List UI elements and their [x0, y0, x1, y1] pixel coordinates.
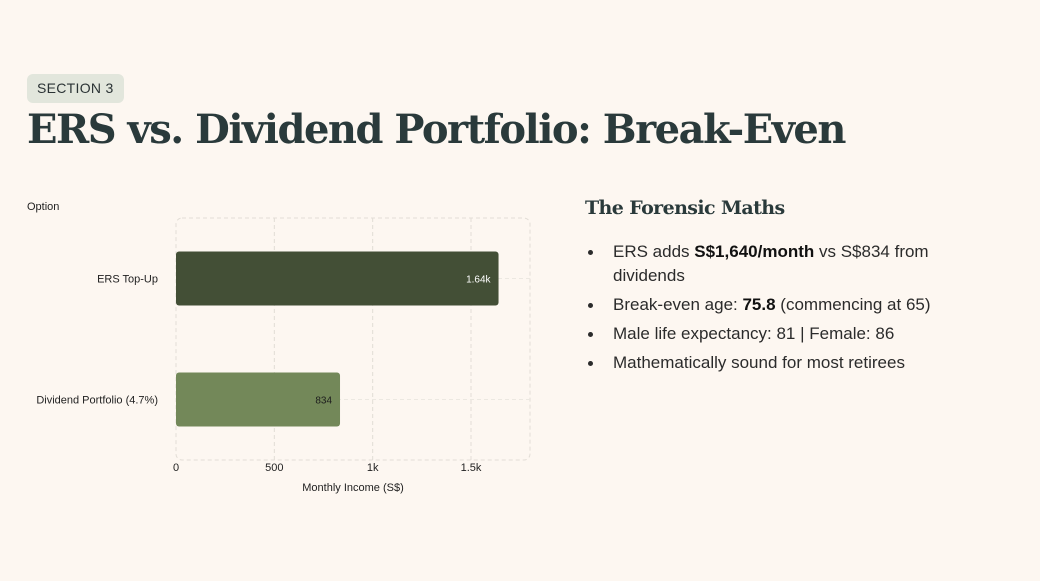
bar-data-label: 1.64k	[466, 275, 491, 286]
page-title: ERS vs. Dividend Portfolio: Break-Even	[27, 106, 846, 153]
x-tick-label: 500	[265, 462, 283, 474]
category-label: Dividend Portfolio (4.7%)	[36, 395, 158, 407]
plot-area	[175, 217, 531, 461]
y-axis-title: Option	[27, 201, 59, 213]
panel-heading: The Forensic Maths	[585, 197, 785, 219]
category-label: ERS Top-Up	[97, 274, 158, 286]
bullet-item-life-expectancy: Male life expectancy: 81 | Female: 86	[585, 322, 1005, 346]
bar-dividend-portfolio	[176, 372, 341, 427]
bullet-item-ers-adds: ERS adds S$1,640/month vs S$834 from div…	[585, 240, 1005, 288]
bar-ers-top-up	[176, 251, 499, 306]
findings-list: ERS adds S$1,640/month vs S$834 from div…	[585, 240, 1005, 380]
bar-data-label: 834	[315, 396, 332, 407]
x-tick-label: 1k	[367, 462, 379, 474]
section-badge: SECTION 3	[27, 74, 124, 103]
bar-chart: Option 1.64k ERS Top-Up 834 Dividend Portfol…	[27, 201, 531, 494]
x-tick-label: 0	[173, 462, 179, 474]
x-axis-title: Monthly Income (S$)	[302, 482, 403, 494]
x-tick-label: 1.5k	[461, 462, 482, 474]
bullet-item-conclusion: Mathematically sound for most retirees	[585, 351, 1005, 375]
bullet-item-break-even: Break-even age: 75.8 (commencing at 65)	[585, 293, 1005, 317]
